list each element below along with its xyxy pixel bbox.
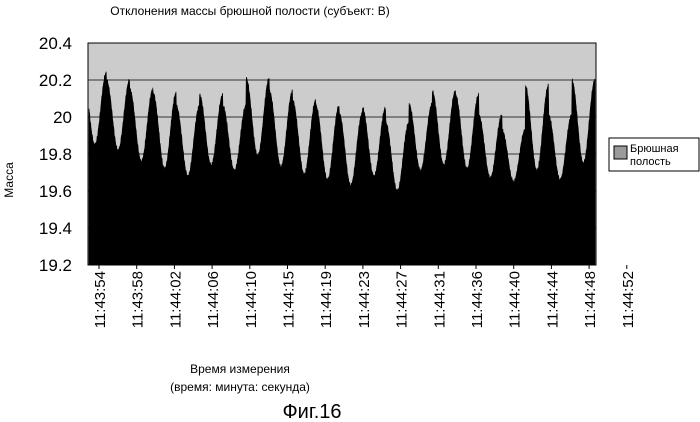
x-tick-label: 11:44:15 (281, 271, 298, 328)
y-axis-ticks: 20.4 20.2 20 19.8 19.6 19.4 19.2 (39, 34, 72, 275)
x-tick-label: 11:44:31 (431, 271, 448, 328)
x-tick-label: 11:44:27 (394, 271, 411, 328)
x-axis-label: Время измерения (190, 362, 290, 376)
figure-caption: Фиг.16 (282, 401, 341, 422)
y-tick-label: 19.6 (39, 182, 72, 201)
x-tick-label: 11:44:19 (318, 271, 335, 328)
y-tick-label: 19.2 (39, 256, 72, 275)
x-tick-label: 11:44:36 (469, 271, 486, 328)
x-tick-label: 11:44:10 (243, 271, 260, 328)
x-tick-label: 11:44:48 (582, 271, 599, 328)
x-tick-label: 11:44:02 (167, 271, 184, 328)
y-tick-label: 20 (53, 108, 72, 127)
x-tick-label: 11:44:06 (205, 271, 222, 328)
y-axis-label: Масса (2, 162, 16, 198)
chart-title: Отклонения массы брюшной полости (субъек… (110, 4, 389, 18)
y-tick-label: 19.8 (39, 145, 72, 164)
plot-area (88, 43, 596, 265)
y-tick-label: 19.4 (39, 219, 72, 238)
x-tick-label: 11:44:23 (356, 271, 373, 328)
x-tick-label: 11:43:58 (130, 271, 147, 328)
legend-label-line1: Брюшная (630, 143, 679, 155)
x-tick-label: 11:43:54 (92, 271, 109, 328)
x-axis-ticks: 11:43:54 11:43:58 11:44:02 11:44:06 11:44:10… (92, 265, 637, 328)
x-tick-label: 11:44:52 (620, 271, 637, 328)
legend-swatch (614, 146, 627, 159)
legend-label-line2: полость (630, 156, 671, 168)
x-tick-label: 11:44:40 (507, 271, 524, 328)
y-tick-label: 20.4 (39, 34, 72, 53)
y-tick-label: 20.2 (39, 71, 72, 90)
x-tick-label: 11:44:44 (544, 271, 561, 328)
x-axis-sublabel: (время: минута: секунда) (170, 380, 310, 394)
legend: Брюшная полость (609, 138, 699, 171)
